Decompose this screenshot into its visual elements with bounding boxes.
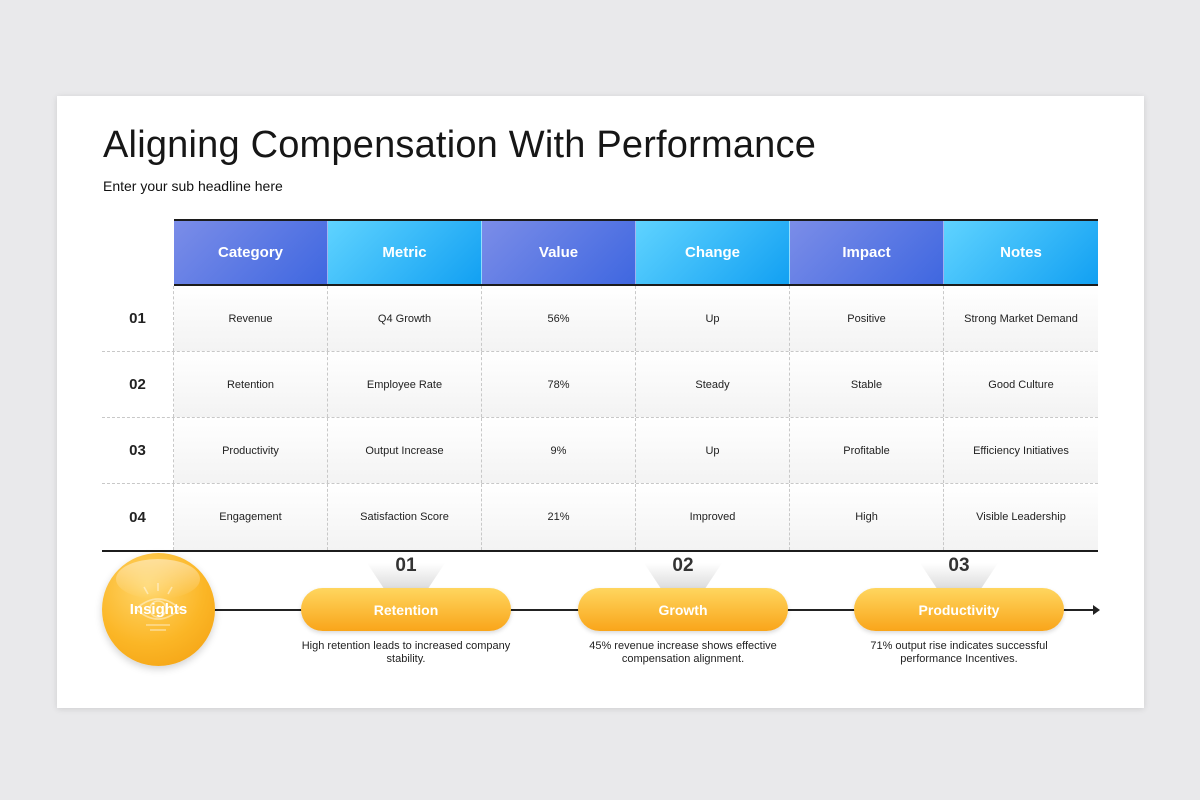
slide: Aligning Compensation With Performance E… xyxy=(57,96,1144,708)
table-cell: Productivity xyxy=(174,418,328,483)
insights-timeline: Insights 01 Retention High retention lea… xyxy=(57,551,1144,681)
step-number: 03 xyxy=(948,555,970,576)
badge-gloss xyxy=(116,559,200,599)
page-title: Aligning Compensation With Performance xyxy=(103,124,817,166)
table-row: 04 Engagement Satisfaction Score 21% Imp… xyxy=(102,484,1098,550)
table-cell: Employee Rate xyxy=(328,352,482,417)
table-cell: Retention xyxy=(174,352,328,417)
step-pill: Retention xyxy=(301,588,511,631)
table-cell: Visible Leadership xyxy=(944,484,1098,550)
table-cell: Improved xyxy=(636,484,790,550)
header-impact: Impact xyxy=(790,221,944,284)
table-row: 03 Productivity Output Increase 9% Up Pr… xyxy=(102,418,1098,484)
eye-icon xyxy=(134,583,182,631)
table-row: 02 Retention Employee Rate 78% Steady St… xyxy=(102,352,1098,418)
table-cell: Efficiency Initiatives xyxy=(944,418,1098,483)
header-metric: Metric xyxy=(328,221,482,284)
table-cell: Q4 Growth xyxy=(328,286,482,351)
row-number: 01 xyxy=(102,286,174,351)
table-cell: Profitable xyxy=(790,418,944,483)
table-body: 01 Revenue Q4 Growth 56% Up Positive Str… xyxy=(102,286,1098,552)
step-description: 71% output rise indicates successful per… xyxy=(870,640,1048,665)
table-cell: Steady xyxy=(636,352,790,417)
arrow-right-icon xyxy=(1093,605,1100,615)
table-cell: Output Increase xyxy=(328,418,482,483)
row-number: 02 xyxy=(102,352,174,417)
step-pill: Productivity xyxy=(854,588,1064,631)
page-subtitle: Enter your sub headline here xyxy=(103,178,283,194)
table-cell: 9% xyxy=(482,418,636,483)
table-cell: Satisfaction Score xyxy=(328,484,482,550)
header-change: Change xyxy=(636,221,790,284)
table-cell: 78% xyxy=(482,352,636,417)
table-cell: 21% xyxy=(482,484,636,550)
step-description: 45% revenue increase shows effective com… xyxy=(589,640,777,665)
table-cell: High xyxy=(790,484,944,550)
row-number: 04 xyxy=(102,484,174,550)
header-notes: Notes xyxy=(944,221,1098,284)
step-number: 01 xyxy=(395,555,417,576)
table-cell: Positive xyxy=(790,286,944,351)
step-description: High retention leads to increased compan… xyxy=(301,640,511,665)
row-number: 03 xyxy=(102,418,174,483)
table-cell: 56% xyxy=(482,286,636,351)
table-cell: Strong Market Demand xyxy=(944,286,1098,351)
table-cell: Engagement xyxy=(174,484,328,550)
step-number: 02 xyxy=(672,555,694,576)
insights-label: Insights xyxy=(129,601,188,618)
header-category: Category xyxy=(174,221,328,284)
table-cell: Stable xyxy=(790,352,944,417)
insights-badge: Insights xyxy=(102,553,215,666)
header-value: Value xyxy=(482,221,636,284)
table-cell: Good Culture xyxy=(944,352,1098,417)
table-header: Category Metric Value Change Impact Note… xyxy=(174,219,1098,286)
table-row: 01 Revenue Q4 Growth 56% Up Positive Str… xyxy=(102,286,1098,352)
table-cell: Up xyxy=(636,286,790,351)
table-cell: Revenue xyxy=(174,286,328,351)
table-cell: Up xyxy=(636,418,790,483)
step-pill: Growth xyxy=(578,588,788,631)
